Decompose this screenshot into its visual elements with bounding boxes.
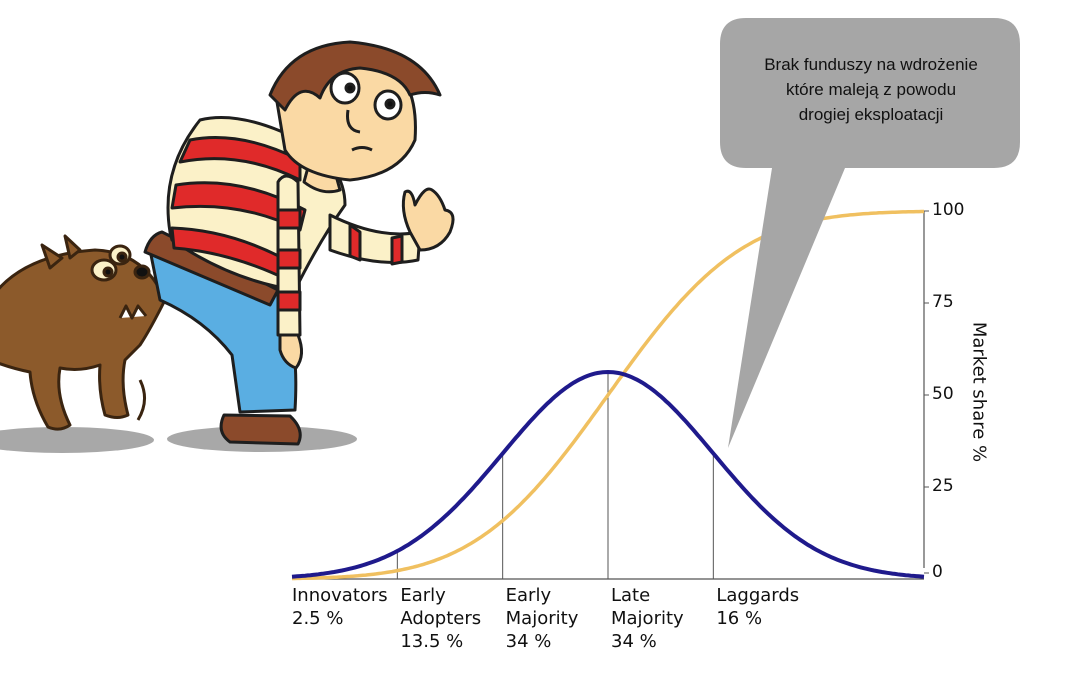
dog-shadow — [0, 427, 154, 453]
scared-man-with-dog-illustration — [0, 40, 455, 453]
speech-bubble-callout — [720, 18, 1020, 448]
segment-label: Innovators 2.5 % — [292, 584, 388, 630]
y-axis-title: Market share % — [968, 321, 990, 463]
segment-label: Laggards 16 % — [716, 584, 799, 630]
adoption-curve-chart — [291, 209, 929, 581]
y-axis-ticks — [924, 210, 929, 574]
segment-label-line: Laggards — [716, 585, 800, 606]
segment-label-line: 34 % — [505, 631, 552, 652]
y-tick-label: 0 — [932, 562, 943, 582]
segment-label-line: 2.5 % — [292, 608, 344, 629]
segment-label: Early Majority 34 % — [506, 584, 579, 653]
man-figure — [143, 40, 455, 446]
segment-label-line: Majority — [611, 608, 684, 629]
y-tick-label: 50 — [932, 384, 954, 404]
callout-line-2: które maleją z powodu — [785, 80, 957, 99]
y-tick-label: 25 — [932, 476, 954, 496]
segment-label-line: Adopters — [400, 608, 482, 629]
y-tick-label: 100 — [932, 200, 965, 220]
segment-label-line: 16 % — [716, 608, 763, 629]
callout-text: Brak funduszy na wdrożenie które maleją … — [722, 52, 1020, 127]
segment-label-line: 13.5 % — [400, 631, 464, 652]
segment-label: Early Adopters 13.5 % — [400, 584, 481, 653]
callout-line-1: Brak funduszy na wdrożenie — [764, 55, 978, 74]
y-tick-label: 75 — [932, 292, 954, 312]
dog-figure — [0, 234, 167, 431]
segment-label-line: Late — [611, 585, 651, 606]
segment-dividers — [396, 372, 714, 579]
segment-label-line: 34 % — [611, 631, 657, 652]
segment-label: Late Majority 34 % — [611, 584, 684, 653]
segment-label-line: Majority — [505, 608, 579, 629]
segment-label-line: Early — [400, 585, 446, 606]
segment-label-line: Early — [505, 585, 552, 606]
callout-line-3: drogiej eksploatacji — [798, 105, 944, 124]
adoption-bell-curve-line — [291, 369, 925, 579]
segment-label-line: Innovators — [292, 585, 388, 606]
